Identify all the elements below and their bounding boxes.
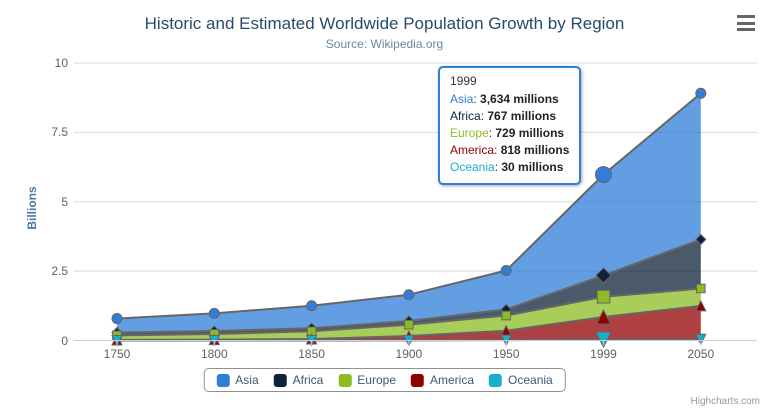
y-axis-label-10: 10 [54,56,68,70]
marker-asia-2050[interactable] [695,87,707,99]
hamburger-icon [736,15,755,18]
legend-swatch-icon [411,373,425,387]
y-axis-label-2.5: 2.5 [51,264,68,279]
marker-oceania-1999[interactable] [595,331,612,349]
hamburger-icon [736,28,755,31]
x-axis-label-1800: 1800 [200,347,228,361]
marker-europe-1999[interactable] [596,289,611,304]
marker-africa-2050[interactable] [695,233,707,246]
x-axis-label-1750: 1750 [103,347,131,361]
tooltip-row: Asia: 3,634 millions [450,92,559,106]
x-axis-label-2050: 2050 [687,347,715,361]
marker-asia-1900[interactable] [403,289,415,301]
marker-asia-1850[interactable] [306,300,318,312]
legend-swatch-icon [489,373,503,387]
legend-item-america[interactable]: America [411,373,474,387]
x-axis-label-1850: 1850 [298,347,325,361]
marker-asia-1950[interactable] [500,265,512,277]
legend-item-europe[interactable]: Europe [338,373,396,387]
marker-asia-1999[interactable] [595,166,612,184]
legend-item-africa[interactable]: Africa [273,373,324,387]
x-axis [74,340,757,346]
tooltip-row: Africa: 767 millions [450,109,557,123]
tooltip: 1999 Asia: 3,634 millions Africa: 767 mi… [438,66,582,185]
y-axis-label-0: 0 [61,333,68,348]
marker-europe-2050[interactable] [696,283,706,294]
marker-europe-1900[interactable] [404,319,414,330]
marker-asia-1800[interactable] [208,307,220,319]
tooltip-row: Europe: 729 millions [450,126,565,140]
legend-label: America [430,373,475,387]
marker-asia-1750[interactable] [111,313,123,325]
chart-subtitle: Source: Wikipedia.org [325,37,444,51]
y-axis-label-5: 5 [61,194,68,209]
x-axis-label-1999: 1999 [590,347,617,361]
y-axis-label-7.5: 7.5 [51,125,68,140]
tooltip-row: America: 818 millions [450,143,570,157]
tooltip-header: 1999 [450,74,477,88]
x-axis-label-1950: 1950 [492,347,520,361]
marker-america-1999[interactable] [595,308,612,325]
legend-swatch-icon [338,373,352,387]
legend-item-oceania[interactable]: Oceania [489,373,553,387]
legend-item-asia[interactable]: Asia [216,373,259,387]
hamburger-icon [736,21,755,25]
x-axis-label-1900: 1900 [395,347,423,361]
legend-swatch-icon [273,373,287,387]
credits-link[interactable]: Highcharts.com [690,396,760,407]
legend-label: Africa [292,373,324,387]
marker-africa-1999[interactable] [595,267,612,284]
legend-swatch-icon [216,373,230,387]
export-menu-button[interactable] [735,15,756,31]
marker-europe-1950[interactable] [501,310,511,321]
legend-label: Asia [235,373,259,387]
marker-oceania-2050[interactable] [694,333,707,346]
tooltip-row: Oceania: 30 millions [450,160,564,174]
legend-label: Oceania [508,373,553,387]
legend-label: Europe [357,373,397,387]
marker-america-2050[interactable] [694,299,707,312]
legend: Asia Africa Europe America Oceania [203,368,566,392]
chart-title: Historic and Estimated Worldwide Populat… [144,14,625,33]
series-asia[interactable] [111,87,707,333]
